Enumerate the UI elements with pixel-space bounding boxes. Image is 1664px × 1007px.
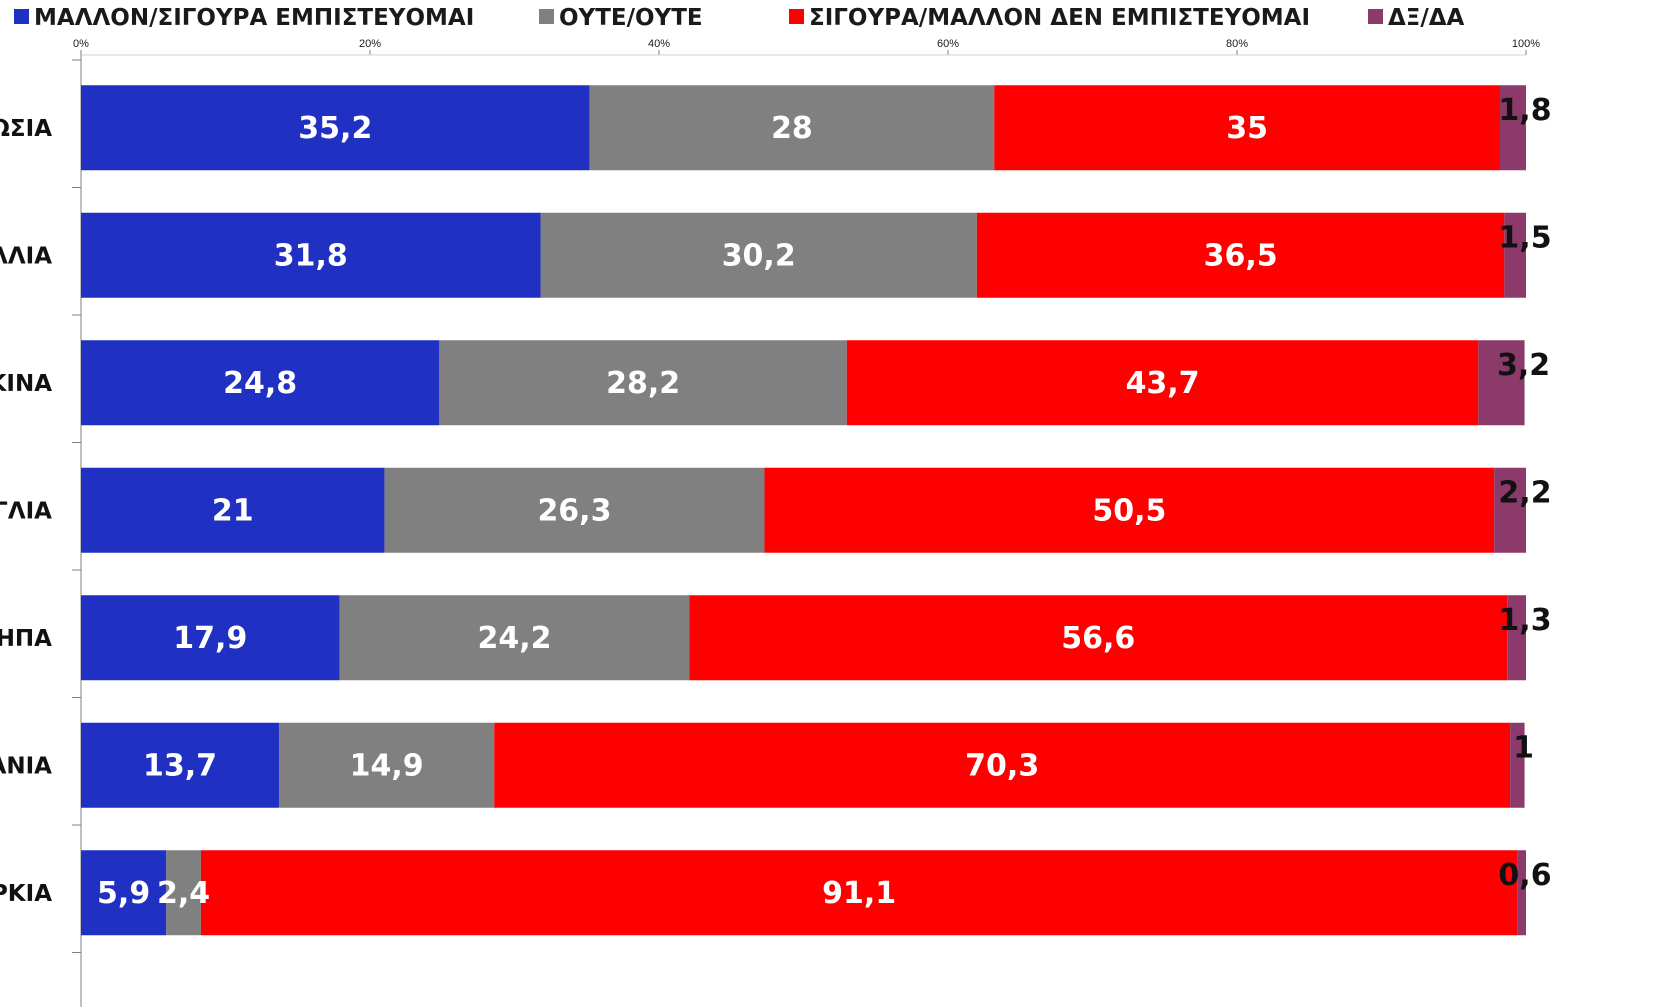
- legend-label-4: ΔΞ/ΔΑ: [1388, 5, 1465, 31]
- bar-segment: [81, 212, 541, 298]
- x-tick-label: 20%: [359, 38, 381, 50]
- bar-segment: [689, 595, 1508, 681]
- data-label: 1,5: [1498, 220, 1551, 255]
- data-label: 43,7: [1126, 366, 1200, 401]
- bar-segment: [200, 850, 1518, 936]
- bar-segment: [589, 85, 995, 171]
- x-axis: 0% 20% 40% 60% 80% 100%: [73, 38, 1540, 56]
- data-label: 70,3: [965, 748, 1039, 783]
- x-tick-label: 100%: [1512, 38, 1540, 50]
- bar-segment: [846, 340, 1479, 426]
- data-label: 21: [212, 493, 254, 528]
- data-label: 5,9: [97, 876, 150, 911]
- data-label: 2,2: [1498, 475, 1551, 510]
- bar-segment: [540, 212, 977, 298]
- category-label: ΛΛΙΑ: [0, 243, 52, 269]
- legend-swatch-2: [539, 9, 554, 24]
- legend-swatch-1: [14, 9, 29, 24]
- data-label: 3,2: [1497, 348, 1550, 383]
- bar-segment: [494, 722, 1511, 808]
- category-label: ΡΚΙΑ: [0, 881, 52, 907]
- data-label: 1: [1513, 730, 1534, 765]
- data-label: 1,3: [1498, 603, 1551, 638]
- bar-segment: [439, 340, 847, 426]
- data-label: 91,1: [822, 876, 896, 911]
- category-label: ΗΠΑ: [0, 626, 52, 652]
- data-label: 35: [1226, 111, 1268, 146]
- bar-segment: [81, 850, 167, 936]
- x-tick-label: 0%: [73, 38, 89, 50]
- data-label: 13,7: [143, 748, 217, 783]
- bar-segment: [278, 722, 495, 808]
- bar-segment: [81, 722, 279, 808]
- bar-segment: [994, 85, 1500, 171]
- x-tick-label: 80%: [1226, 38, 1248, 50]
- bar-segment: [1504, 212, 1526, 298]
- data-label: 26,3: [537, 493, 611, 528]
- legend-label-2: ΟΥΤΕ/ΟΥΤΕ: [559, 5, 703, 31]
- bar-segment: [1499, 85, 1526, 171]
- x-tick-label: 60%: [937, 38, 959, 50]
- bar-segment: [339, 595, 690, 681]
- legend: ΜΑΛΛΟΝ/ΣΙΓΟΥΡΑ ΕΜΠΙΣΤΕΥΟΜΑΙ ΟΥΤΕ/ΟΥΤΕ ΣΙΓΟ…: [14, 5, 1465, 31]
- category-label: ΚΙΝΑ: [0, 371, 52, 397]
- bar-segment: [81, 340, 440, 426]
- data-label: 17,9: [173, 621, 247, 656]
- data-label: 24,2: [477, 621, 551, 656]
- bar-segment: [1478, 340, 1525, 426]
- data-label: 2,4: [157, 876, 210, 911]
- data-label: 24,8: [223, 366, 297, 401]
- legend-swatch-3: [789, 9, 804, 24]
- bar-segment: [384, 467, 765, 553]
- legend-swatch-4: [1368, 9, 1383, 24]
- legend-label-3: ΣΙΓΟΥΡΑ/ΜΑΛΛΟΝ ΔΕΝ ΕΜΠΙΣΤΕΥΟΜΑΙ: [809, 5, 1310, 31]
- data-label: 28,2: [606, 366, 680, 401]
- data-label: 31,8: [274, 238, 348, 273]
- bar-segment: [1494, 467, 1526, 553]
- category-label: ΩΣΙΑ: [0, 116, 52, 142]
- bar-segment: [764, 467, 1495, 553]
- category-label: ΓΛΙΑ: [0, 498, 52, 524]
- legend-label-1: ΜΑΛΛΟΝ/ΣΙΓΟΥΡΑ ΕΜΠΙΣΤΕΥΟΜΑΙ: [34, 5, 474, 31]
- bar-segment: [1510, 722, 1525, 808]
- bar-segment: [976, 212, 1505, 298]
- data-label: 1,8: [1498, 93, 1551, 128]
- data-label: 36,5: [1204, 238, 1278, 273]
- data-label: 28: [771, 111, 813, 146]
- bar-segment: [81, 467, 385, 553]
- bar-segment: [81, 595, 340, 681]
- bar-segment: [1507, 595, 1526, 681]
- bars: [81, 85, 1526, 936]
- data-label: 50,5: [1092, 493, 1166, 528]
- value-labels: 35,2 28 35 1,8 31,8 30,2 36,5 1,5 24,8 28,2 43,7 3,…: [97, 93, 1552, 911]
- data-label: 56,6: [1061, 621, 1135, 656]
- x-tick-label: 40%: [648, 38, 670, 50]
- data-label: 35,2: [298, 111, 372, 146]
- bar-segment: [1517, 850, 1526, 936]
- data-label: 14,9: [350, 748, 424, 783]
- bar-segment: [166, 850, 201, 936]
- bar-segment: [81, 85, 590, 171]
- data-label: 30,2: [722, 238, 796, 273]
- data-label: 0,6: [1498, 858, 1551, 893]
